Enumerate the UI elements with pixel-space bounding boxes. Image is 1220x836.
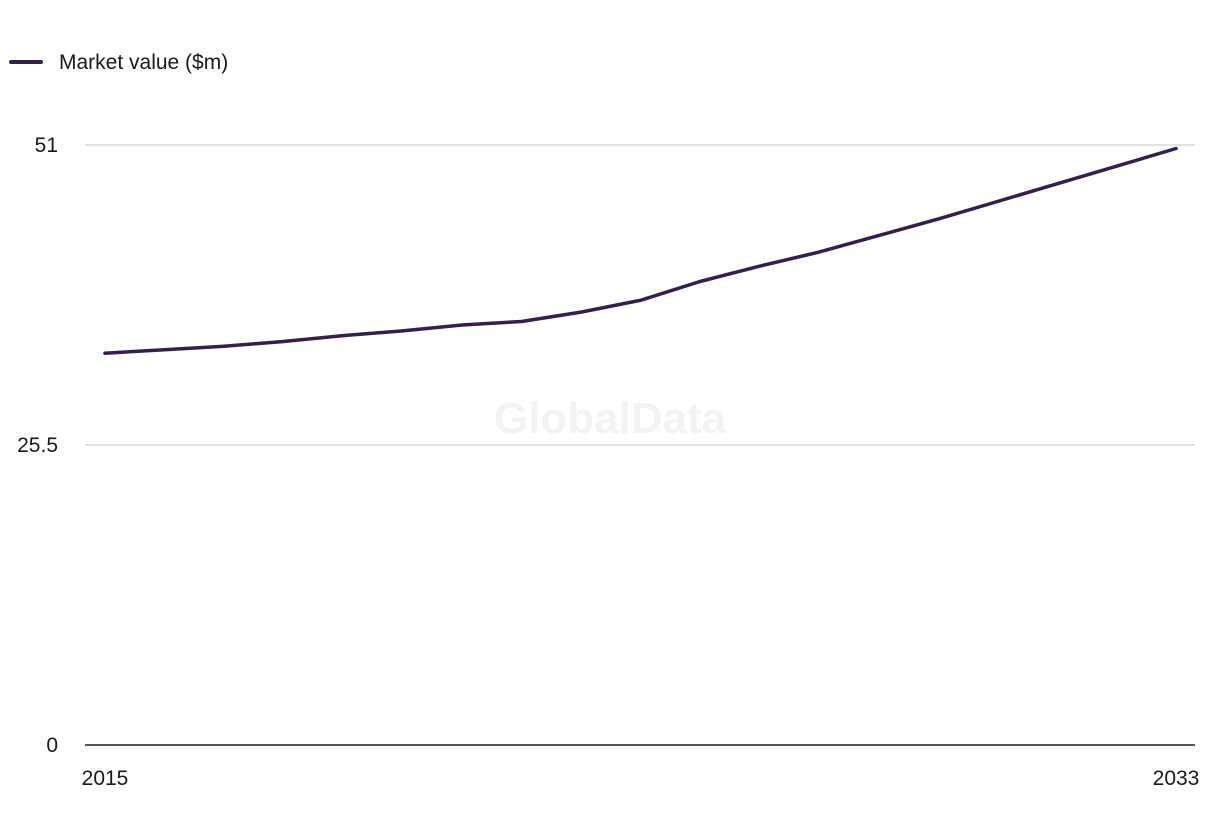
data-point-2022[interactable] (519, 319, 524, 324)
data-point-2023[interactable] (579, 310, 583, 314)
data-point-2017[interactable] (222, 344, 226, 348)
data-point-2029[interactable] (936, 217, 940, 221)
data-point-2025[interactable] (698, 279, 702, 284)
x-tick-label: 2015 (82, 767, 129, 790)
data-point-2016[interactable] (162, 348, 167, 352)
data-point-2032[interactable] (1114, 164, 1119, 168)
y-tick-label: 0 (46, 734, 58, 757)
data-point-2021[interactable] (460, 323, 464, 327)
watermark: GlobalData (494, 394, 727, 443)
data-point-2020[interactable] (400, 329, 405, 333)
data-point-2027[interactable] (817, 250, 821, 254)
data-point-2019[interactable] (341, 333, 345, 338)
data-point-2024[interactable] (638, 298, 643, 302)
legend: Market value ($m) (9, 51, 228, 74)
data-point-2030[interactable] (995, 199, 1000, 204)
series-line (103, 146, 1178, 355)
y-tick-label: 51 (35, 134, 58, 157)
data-point-2015[interactable] (103, 351, 107, 355)
data-point-2031[interactable] (1055, 182, 1059, 186)
y-tick-label: 25.5 (17, 434, 58, 457)
data-point-2018[interactable] (281, 339, 286, 344)
data-point-2033[interactable] (1174, 146, 1178, 151)
legend-label: Market value ($m) (59, 51, 228, 74)
data-point-2028[interactable] (876, 233, 881, 238)
x-tick-label: 2033 (1153, 767, 1200, 790)
data-point-2026[interactable] (757, 264, 762, 268)
